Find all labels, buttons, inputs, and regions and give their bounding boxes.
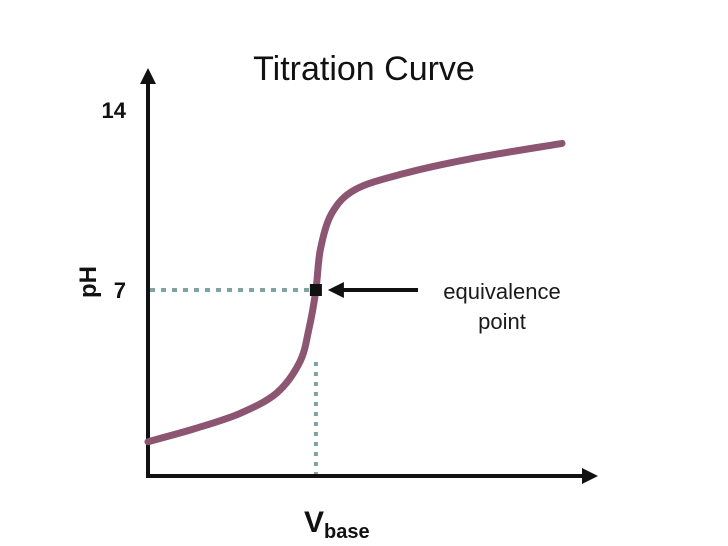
y-axis-label: pH bbox=[75, 266, 102, 298]
x-axis-label-sub: base bbox=[324, 521, 370, 543]
y-axis-arrow bbox=[140, 68, 156, 84]
equivalence-label-line2: point bbox=[478, 309, 526, 334]
equivalence-arrow-head bbox=[327, 282, 344, 298]
slide-title: Titration Curve bbox=[253, 50, 475, 88]
y-tick-14: 14 bbox=[102, 98, 127, 123]
equivalence-label-line1: equivalence bbox=[443, 279, 560, 304]
x-axis-arrow bbox=[582, 468, 598, 484]
y-tick-7: 7 bbox=[114, 278, 126, 303]
x-axis-label-main: V bbox=[304, 506, 324, 539]
x-axis-label: Vbase bbox=[304, 506, 370, 543]
equivalence-point-marker bbox=[309, 284, 322, 296]
